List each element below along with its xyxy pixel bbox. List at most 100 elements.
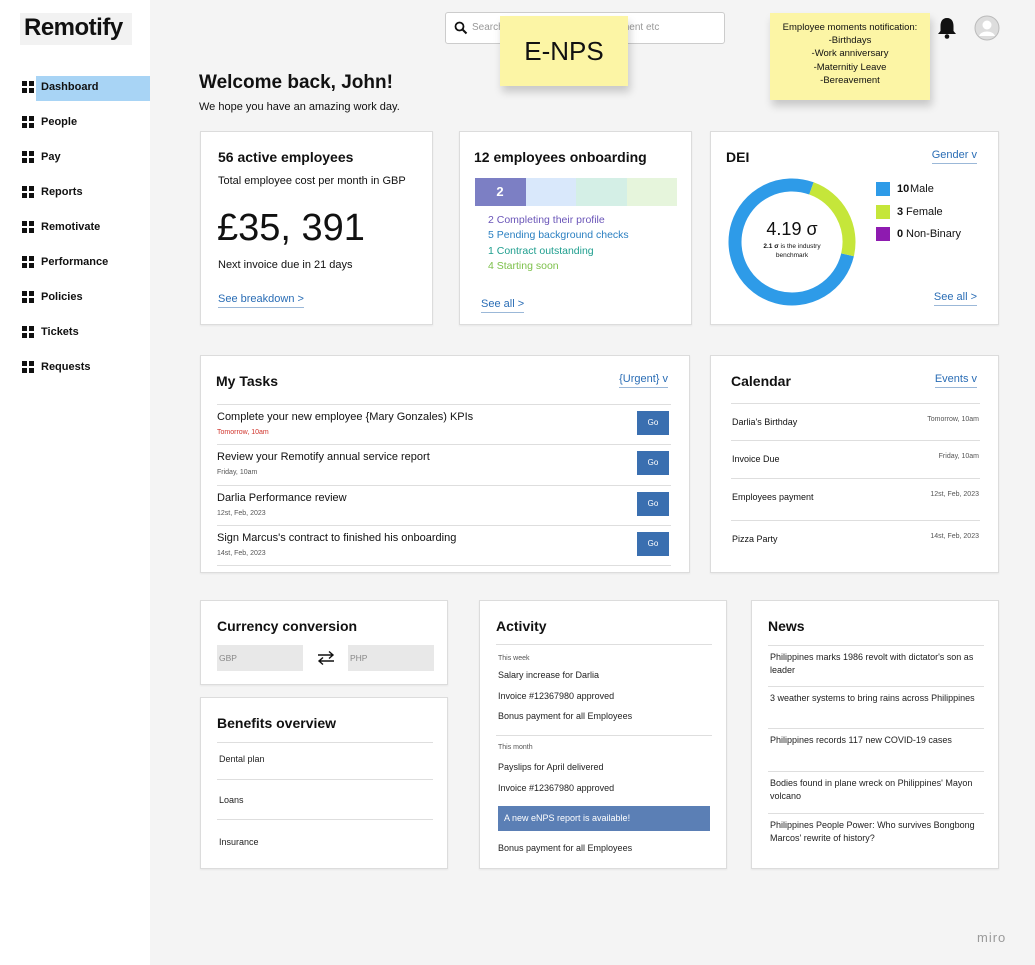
news-item[interactable]: Philippines People Power: Who survives B… <box>770 820 975 843</box>
separator <box>217 565 671 567</box>
separator <box>731 403 980 404</box>
nav-icon <box>22 116 34 128</box>
task-date: Tomorrow, 10am <box>217 429 269 436</box>
dei-score: 4.19 σ <box>766 219 818 239</box>
section-label: This week <box>498 655 530 662</box>
separator <box>768 645 984 646</box>
news-item[interactable]: 3 weather systems to bring rains across … <box>770 693 975 703</box>
separator <box>768 728 984 729</box>
see-all-link[interactable]: See all > <box>481 298 525 313</box>
sticky-note: E-NPS <box>500 16 628 86</box>
nav-item[interactable]: Dashboard <box>41 81 99 93</box>
search-icon <box>454 21 468 35</box>
active-employees-card: 56 active employees Total employee cost p… <box>200 131 433 325</box>
benefit-item[interactable]: Loans <box>219 795 244 805</box>
donut-segment <box>728 178 854 306</box>
currency-card: Currency conversion GBP PHP <box>200 600 448 685</box>
nav-icon <box>22 186 34 198</box>
activity-item: Bonus payment for all Employees <box>498 843 633 853</box>
separator <box>217 484 671 486</box>
onboarding-item: 1 Contract outstanding <box>488 244 594 257</box>
legend-swatch <box>876 227 890 241</box>
urgent-filter[interactable]: {Urgent} v <box>619 373 668 388</box>
currency-to[interactable]: PHP <box>348 645 434 671</box>
benefit-item[interactable]: Insurance <box>219 837 259 847</box>
task-title: Review your Remotify annual service repo… <box>217 451 430 464</box>
progress-segment <box>475 178 526 206</box>
go-button[interactable]: Go <box>637 451 669 476</box>
task-title: Darlia Performance review <box>217 491 347 504</box>
progress-label: 2 <box>496 184 504 199</box>
go-button[interactable]: Go <box>637 411 669 435</box>
progress-segment <box>525 178 576 206</box>
card-title: Currency conversion <box>217 618 358 634</box>
separator <box>731 478 980 479</box>
task-title: Complete your new employee {Mary Gonzale… <box>217 411 474 423</box>
news-item[interactable]: Philippines marks 1986 revolt with dicta… <box>770 652 974 675</box>
nav-icon <box>22 151 34 163</box>
benchmark-note: 2.1 σ is the industry benchmark <box>752 242 832 260</box>
nav-item[interactable]: Policies <box>41 291 83 303</box>
currency-from[interactable]: GBP <box>217 645 303 671</box>
welcome-title: Welcome back, John! <box>199 72 393 93</box>
onboarding-item: 2 Completing their profile <box>488 214 605 226</box>
nav-icon <box>22 81 34 93</box>
legend-label: Non-Binary <box>906 228 962 240</box>
go-button[interactable]: Go <box>637 531 669 556</box>
separator <box>496 735 712 736</box>
legend-label: Female <box>906 205 943 218</box>
sticky-line: -Bereavement <box>820 74 880 86</box>
benefit-item[interactable]: Dental plan <box>219 754 265 764</box>
news-item[interactable]: Bodies found in plane wreck on Philippin… <box>770 778 973 801</box>
sticky-line: Employee moments notification: <box>782 22 918 33</box>
card-title: 56 active employees <box>218 149 354 165</box>
onboarding-card: 12 employees onboarding 2 2 Completing the… <box>459 131 692 325</box>
event-date: 12st, Feb, 2023 <box>930 491 979 498</box>
nav-item[interactable]: Remotivate <box>41 221 101 233</box>
notification-bell[interactable] <box>936 16 958 40</box>
legend-count: 3 <box>897 205 904 218</box>
nav-item[interactable]: Performance <box>41 256 109 268</box>
legend-label: Male <box>910 183 934 195</box>
nav-item[interactable]: Reports <box>41 186 83 198</box>
watermark: miro <box>977 930 1007 945</box>
separator <box>217 444 671 446</box>
avatar[interactable] <box>974 15 1000 41</box>
separator <box>496 644 712 645</box>
separator <box>217 779 433 780</box>
task-date: 14st, Feb, 2023 <box>217 549 266 557</box>
enps-banner[interactable]: A new eNPS report is available! <box>498 806 710 831</box>
gender-filter[interactable]: Gender v <box>931 149 977 164</box>
event-name: Invoice Due <box>732 454 780 464</box>
nav-icon <box>22 221 34 233</box>
separator <box>768 813 984 814</box>
event-name: Darlia's Birthday <box>732 417 798 427</box>
event-name: Employees payment <box>732 492 814 502</box>
card-title: My Tasks <box>216 373 278 389</box>
legend-swatch <box>876 182 890 196</box>
card-title: DEI <box>726 149 750 165</box>
section-label: This month <box>498 744 533 751</box>
see-breakdown-link[interactable]: See breakdown > <box>218 293 304 308</box>
nav-item[interactable]: People <box>41 116 78 128</box>
donut-segment <box>808 182 856 257</box>
legend-count: 0 <box>897 228 904 240</box>
dei-donut <box>728 178 856 306</box>
nav-item[interactable]: Tickets <box>41 326 79 338</box>
logo[interactable]: Remotify <box>24 14 123 41</box>
sticky-line: -Work anniversary <box>811 48 889 60</box>
events-filter[interactable]: Events v <box>934 373 977 388</box>
separator <box>731 520 980 521</box>
nav-item[interactable]: Pay <box>41 151 61 163</box>
nav-item[interactable]: Requests <box>41 361 91 373</box>
sticky-note: Employee moments notification: -Birthdays… <box>770 13 930 100</box>
welcome-subtitle: We hope you have an amazing work day. <box>199 101 400 113</box>
go-button[interactable]: Go <box>637 491 669 516</box>
sticky-text: E-NPS <box>524 36 604 66</box>
see-all-link[interactable]: See all > <box>933 291 977 306</box>
activity-item: Salary increase for Darlia <box>498 670 600 680</box>
separator <box>768 686 984 687</box>
nav-highlight <box>36 76 150 101</box>
news-item[interactable]: Philippines records 117 new COVID-19 cas… <box>770 735 952 745</box>
swap-icon[interactable] <box>316 650 336 666</box>
